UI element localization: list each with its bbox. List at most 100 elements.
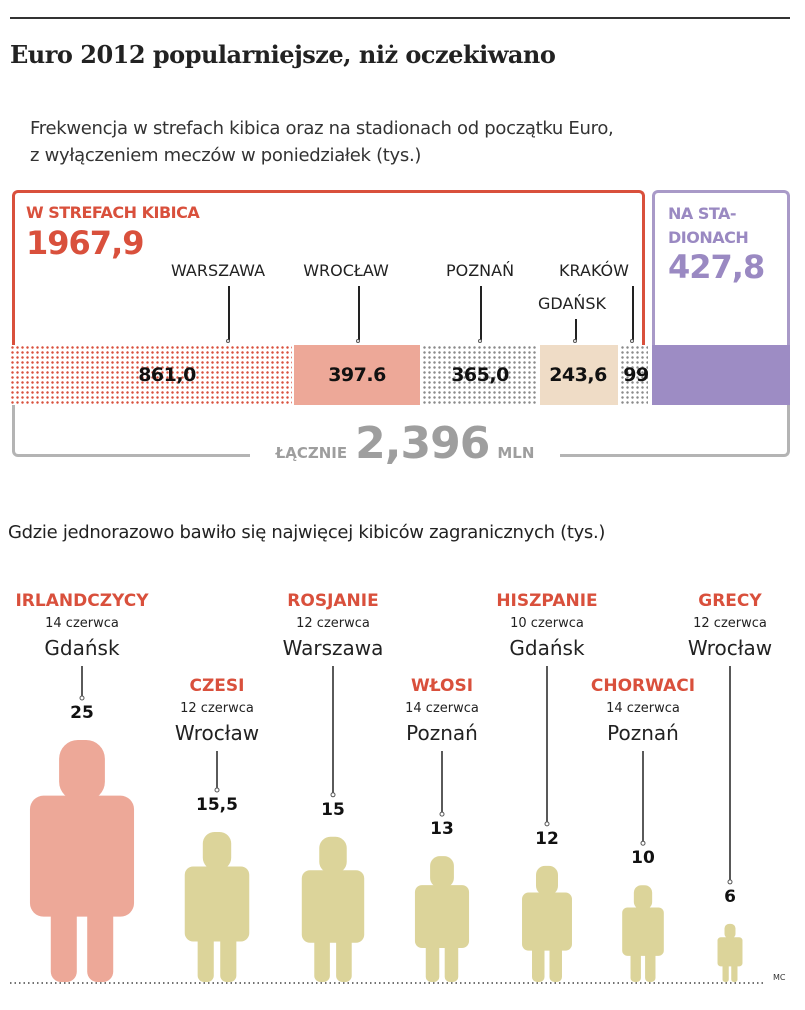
city-label: Gdańsk: [509, 636, 585, 660]
stadiums-frame: [652, 190, 790, 345]
nation-label: CZESI: [190, 676, 245, 696]
bar-segment-krakow: [620, 345, 648, 405]
figure-left-leg: [532, 935, 545, 982]
city-label-warszawa: WARSZAWA: [170, 261, 266, 280]
fans-figure-chart: 25 IRLANDCZYCY 14 czerwca Gdańsk 15,5 CZESI 12…: [10, 591, 772, 984]
figure-left-leg: [722, 958, 729, 982]
total-value: 2,396: [355, 418, 490, 469]
date-label: 12 czerwca: [180, 701, 254, 716]
page-title: Euro 2012 popularniejsze, niż oczekiwano: [10, 40, 556, 69]
bar-segment-wroclaw: [294, 345, 420, 405]
figure-head: [202, 831, 232, 870]
human-figure-4: [522, 865, 572, 982]
figure-body: [622, 907, 664, 956]
stadiums-label-line2: DIONACH: [668, 228, 749, 247]
figure-head: [59, 740, 105, 801]
date-label: 14 czerwca: [45, 616, 119, 631]
city-label: Poznań: [607, 721, 679, 745]
stadiums-label-line1: NA STA-: [668, 204, 737, 223]
leader-line: [356, 286, 360, 343]
figure-head: [724, 923, 736, 939]
human-figure-2: [301, 836, 365, 982]
leader-dot: [79, 695, 85, 701]
city-label: Poznań: [406, 721, 478, 745]
date-label: 10 czerwca: [510, 616, 584, 631]
city-label: Wrocław: [688, 636, 772, 660]
leader-line: [226, 286, 230, 343]
value-label: 25: [70, 703, 94, 723]
figure-body: [717, 937, 743, 967]
leader-dot: [640, 840, 646, 846]
value-label: 13: [430, 819, 454, 839]
figure-left-leg: [197, 921, 214, 982]
subtitle-line-1: Frekwencja w strefach kibica oraz na sta…: [30, 118, 614, 139]
figure-left-leg: [630, 943, 641, 982]
human-figure-6: [717, 923, 743, 982]
city-label-poznan: POZNAŃ: [445, 261, 515, 280]
subtitle-2: Gdzie jednorazowo bawiło się najwięcej k…: [8, 522, 606, 543]
city-label-gdansk: GDAŃSK: [538, 294, 606, 313]
human-figure-5: [622, 885, 664, 982]
figure-head: [430, 856, 454, 888]
bar-segment-warszawa: [10, 345, 292, 405]
figure-left-leg: [314, 923, 330, 982]
value-label: 12: [535, 829, 559, 849]
value-label-wroclaw: 397.6: [328, 364, 386, 386]
fan-zones-frame: [12, 190, 645, 345]
total-label: ŁĄCZNIE 2,396 MLN: [250, 418, 560, 469]
figure-body: [301, 870, 365, 943]
value-label: 15,5: [196, 795, 238, 815]
city-label-wroclaw: WROCŁAW: [303, 261, 389, 280]
city-label: Warszawa: [283, 636, 384, 660]
date-label: 12 czerwca: [296, 616, 370, 631]
city-label-krakow: KRAKÓW: [559, 261, 629, 280]
value-label-gdansk: 243,6: [549, 364, 607, 386]
date-label: 14 czerwca: [606, 701, 680, 716]
nation-label: GRECY: [698, 591, 762, 611]
value-label-poznan: 365,0: [451, 364, 509, 386]
nation-label: ROSJANIE: [287, 591, 378, 611]
human-figure-0: [29, 740, 135, 982]
bar-segment-poznan: [422, 345, 538, 405]
fan-zones-label: W STREFACH KIBICA: [26, 203, 200, 222]
nation-label: CHORWACI: [591, 676, 695, 696]
value-label: 15: [321, 800, 345, 820]
leader-dot: [214, 787, 220, 793]
nation-label: WŁOSI: [411, 676, 473, 696]
leader-dot: [727, 879, 733, 885]
stadiums-total: 427,8: [668, 248, 765, 286]
city-label: Gdańsk: [44, 636, 120, 660]
figure-right-leg: [549, 935, 562, 982]
human-figure-3: [414, 856, 470, 982]
figure-right-leg: [444, 931, 459, 982]
nation-label: HISZPANIE: [496, 591, 597, 611]
figure-right-leg: [220, 921, 237, 982]
figure-body: [29, 795, 135, 917]
figure-right-leg: [336, 923, 352, 982]
figure-body: [522, 892, 572, 951]
figure-head: [319, 836, 347, 874]
value-label: 10: [631, 848, 655, 868]
value-label-warszawa: 861,0: [138, 364, 196, 386]
leader-dot: [544, 821, 550, 827]
subtitle-line-2: z wyłączeniem meczów w poniedziałek (tys…: [30, 145, 422, 166]
human-figure-1: [184, 831, 250, 982]
leader-line: [478, 286, 482, 343]
figure-head: [633, 885, 653, 910]
bar-segment-stadiums: [652, 345, 790, 405]
figure-head: [536, 865, 558, 895]
nation-label: IRLANDCZYCY: [15, 591, 149, 611]
value-label-krakow: 99: [623, 364, 649, 386]
bar-segment-gdansk: [540, 345, 618, 405]
figure-right-leg: [731, 958, 738, 982]
top-rule: [10, 17, 790, 19]
leader-line: [573, 319, 577, 343]
leader-dot: [439, 811, 445, 817]
leader-line: [630, 286, 634, 343]
figure-body: [414, 885, 470, 949]
stadiums-label: NA STA- DIONACH: [668, 202, 749, 250]
fan-zones-total: 1967,9: [26, 224, 144, 262]
credit: MC: [773, 973, 786, 982]
total-unit: MLN: [497, 444, 535, 462]
